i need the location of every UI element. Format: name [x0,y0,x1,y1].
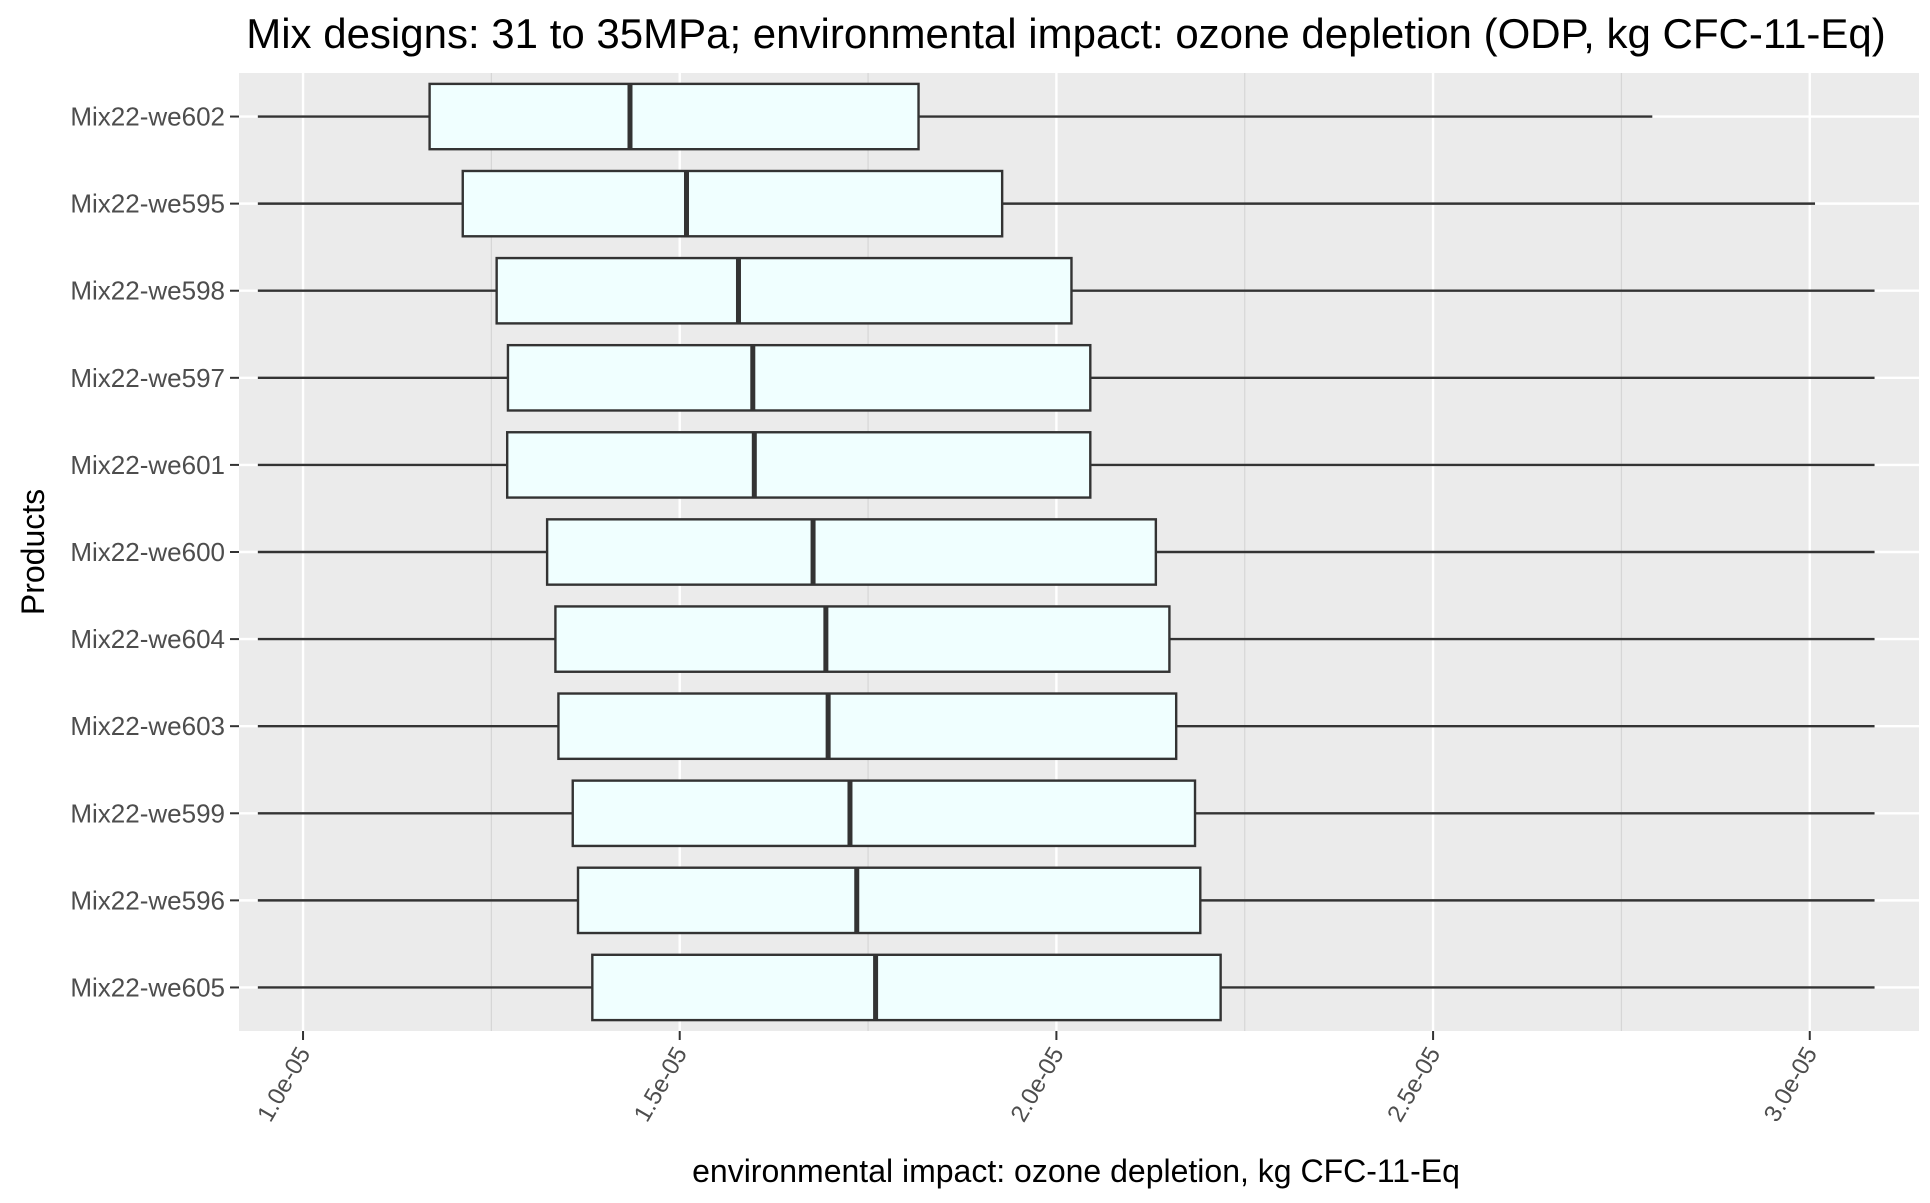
x-axis: 1.0e-05 1.5e-05 2.0e-05 2.5e-05 3.0e-05 [252,1031,1823,1126]
y-tick-label: Mix22-we598 [70,276,225,306]
x-tick-label: 2.5e-05 [1382,1043,1446,1127]
box-item [257,82,1653,151]
x-tick-label: 2.0e-05 [1006,1043,1070,1127]
y-tick-label: Mix22-we597 [70,363,225,393]
box-series [257,82,1875,1022]
box-item [257,953,1875,1022]
box-item [257,866,1875,935]
y-tick-label: Mix22-we604 [70,624,225,654]
box-iqr [461,169,1004,238]
box-iqr [557,692,1178,761]
box-iqr [554,605,1171,673]
x-axis-title: environmental impact: ozone depletion, k… [692,1153,1460,1189]
box-iqr [591,953,1222,1022]
y-tick-label: Mix22-we603 [70,711,225,741]
box-item [257,518,1875,586]
y-tick-label: Mix22-we601 [70,450,225,480]
box-item [257,256,1875,325]
y-tick-label: Mix22-we600 [70,537,225,567]
y-tick-label: Mix22-we595 [70,189,225,219]
box-iqr [545,518,1158,586]
box-item [257,605,1875,673]
box-item [257,431,1875,499]
x-tick-label: 1.5e-05 [629,1043,693,1127]
x-tick-label: 1.0e-05 [252,1043,316,1127]
x-tick-label: 3.0e-05 [1759,1043,1823,1127]
box-iqr [506,343,1092,412]
box-item [257,779,1875,848]
y-tick-label: Mix22-we602 [70,102,225,132]
box-iqr [428,82,920,151]
box-item [257,169,1816,238]
y-axis-title: Products [15,489,51,615]
box-iqr [505,431,1092,499]
y-tick-label: Mix22-we605 [70,972,225,1002]
chart-title: Mix designs: 31 to 35MPa; environmental … [246,10,1886,57]
box-iqr [576,866,1202,935]
box-item [257,692,1875,761]
y-tick-label: Mix22-we596 [70,885,225,915]
box-iqr [571,779,1197,848]
box-iqr [495,256,1073,325]
y-tick-label: Mix22-we599 [70,798,225,828]
box-item [257,343,1875,412]
y-axis: Mix22-we602 Mix22-we595 Mix22-we598 Mix22-w… [70,102,239,1002]
